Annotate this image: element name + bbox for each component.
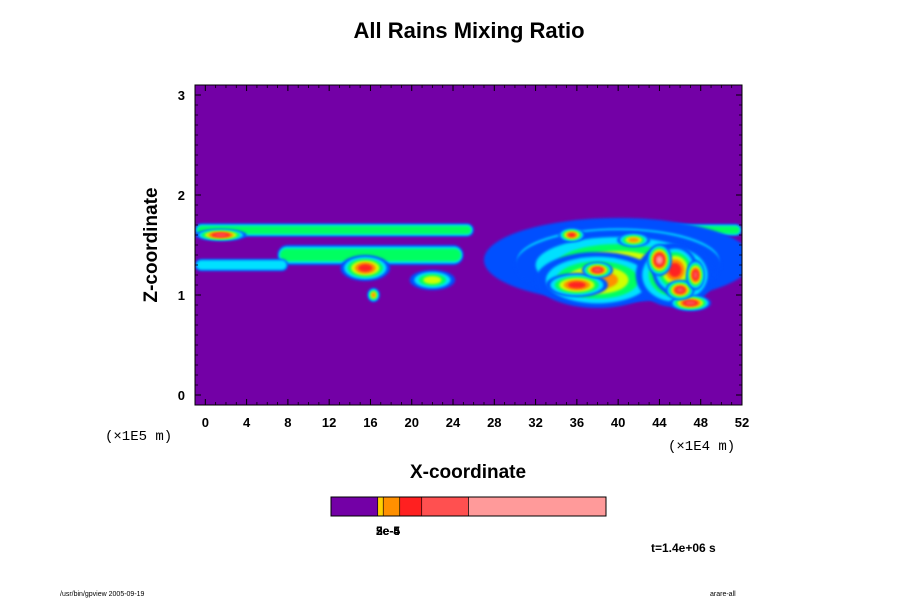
footer-right-note: arare-all [710,591,736,598]
heatmap-cell [371,292,376,298]
heatmap-cell [668,262,682,278]
x-tick-label: 32 [528,415,542,430]
x-tick-label: 40 [611,415,625,430]
x-tick-label: 52 [735,415,749,430]
heatmap-cell [214,233,228,237]
colorbar-segment [421,496,469,517]
heatmap-cell [423,276,442,284]
heatmap-band [196,260,287,270]
heatmap-band [197,225,472,235]
x-tick-label: 12 [322,415,336,430]
time-label: t=1.4e+06 s [651,541,716,555]
x-tick-label: 44 [652,415,667,430]
x-tick-label: 36 [570,415,584,430]
colorbar-segment [377,496,384,517]
colorbar-label: 3e-5 [376,524,400,538]
y-tick-label: 0 [178,388,185,403]
chart-title: All Rains Mixing Ratio [353,18,584,43]
x-tick-label: 8 [284,415,291,430]
x-axis-title: X-coordinate [410,462,526,483]
colorbar-segment [399,496,423,517]
x-tick-label: 28 [487,415,501,430]
colorbar-label: 5e-4 [376,524,400,538]
colorbar-labels: 2e-53e-55e-4 [376,524,400,538]
y-tick-label: 3 [178,88,185,103]
heatmap-cell [568,281,586,289]
colorbar-segment [330,496,379,517]
x-unit-label: (×1E4 m) [668,439,735,455]
x-tick-label: 24 [446,415,461,430]
colorbar [330,496,607,517]
heatmap-field [195,218,742,311]
y-axis: 0 1 2 3 [178,88,742,403]
heatmap-cell [676,287,684,293]
y-tick-label: 2 [178,188,185,203]
y-tick-label: 1 [178,288,185,303]
x-tick-label: 16 [363,415,377,430]
colorbar-label: 2e-5 [376,524,400,538]
x-tick-label: 0 [202,415,209,430]
heatmap-cell [656,256,663,264]
colorbar-segment [468,496,607,517]
colorbar-frame [330,496,607,517]
heatmap-cell [358,264,373,272]
heatmap-cell [593,268,602,272]
x-tick-label: 20 [405,415,419,430]
y-axis-title: Z-coordinate [141,187,162,302]
heatmap-cell [567,233,576,237]
heatmap-cell [685,301,696,305]
heatmap-cell [693,271,698,279]
heatmap-band [279,248,461,262]
footer-left-note: /usr/bin/gpview 2005-09-19 [60,591,145,598]
heatmap-cell [628,237,640,243]
x-tick-label: 4 [243,415,251,430]
x-tick-label: 48 [693,415,707,430]
y-unit-label: (×1E5 m) [105,429,172,445]
colorbar-segment [382,496,401,517]
x-axis: 0 4 8 12 16 20 24 28 32 36 40 44 48 52 [202,85,749,430]
